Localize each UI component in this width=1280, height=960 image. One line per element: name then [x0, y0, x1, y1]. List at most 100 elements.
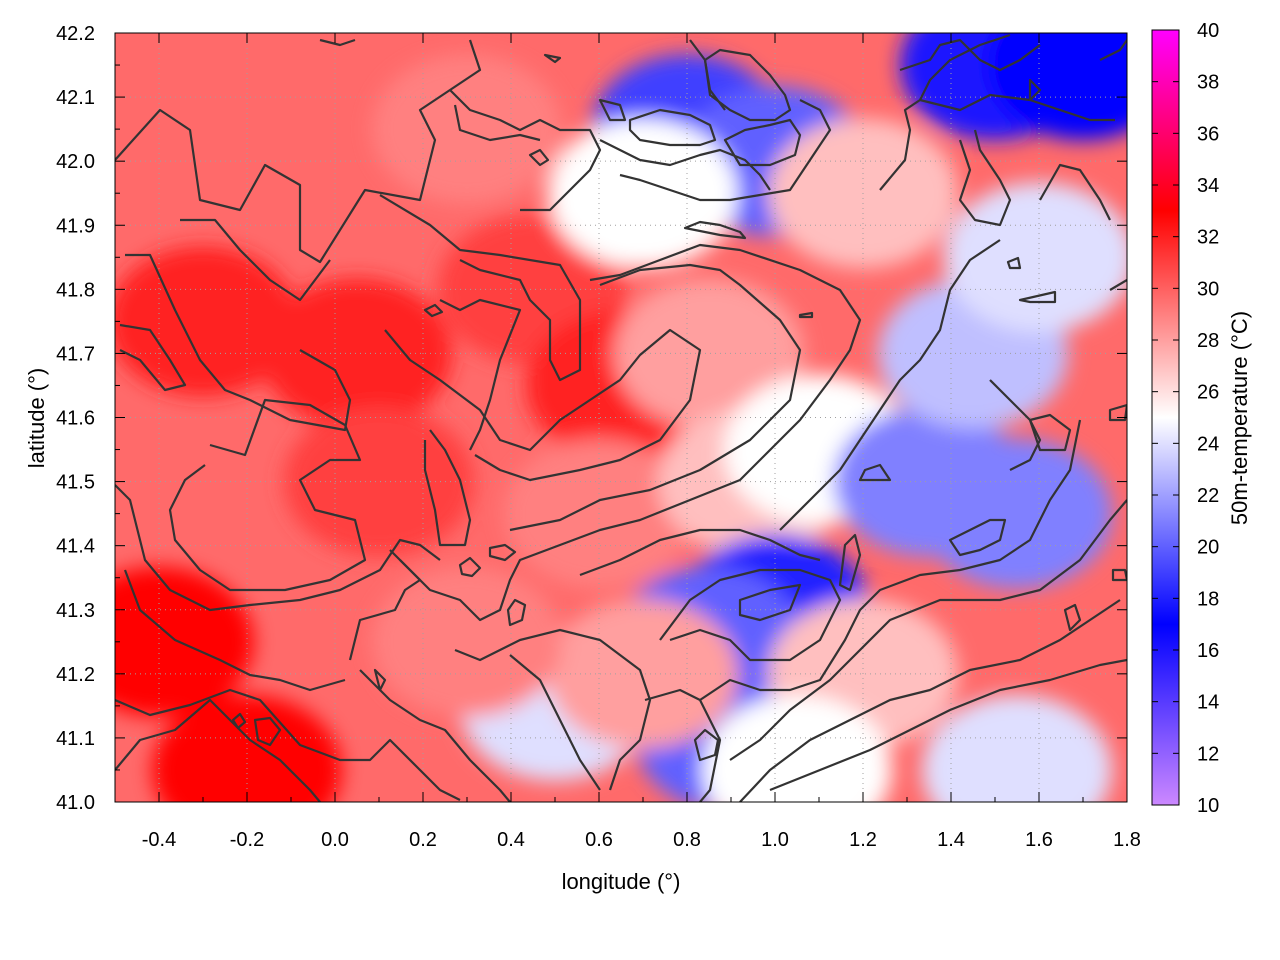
contour-line [779, 239, 1001, 531]
field-region [115, 566, 254, 717]
contour-line [699, 419, 1082, 701]
contour-line [543, 53, 562, 64]
colorbar-tick-label: 18 [1197, 588, 1219, 610]
y-tick-label: 41.7 [56, 343, 95, 365]
x-axis-label: longitude (°) [562, 869, 681, 894]
field-region [284, 406, 474, 557]
temperature-field [115, 33, 1127, 802]
contour-line [683, 220, 747, 240]
y-tick-label: 41.6 [56, 408, 95, 430]
x-tick-label: 1.2 [849, 829, 877, 851]
y-tick-label: 41.8 [56, 279, 95, 301]
contour-line [1018, 290, 1057, 304]
contour-line [1006, 256, 1022, 270]
contour-line [125, 253, 352, 432]
contour-line [1028, 413, 1072, 452]
y-tick-label: 41.0 [56, 792, 95, 814]
x-tick-label: 0.6 [585, 829, 613, 851]
contour-line [384, 328, 702, 482]
x-tick-label: -0.4 [142, 829, 176, 851]
contour-line [253, 716, 282, 747]
contour-line [1111, 568, 1127, 582]
contour-line [644, 688, 722, 802]
contour-line [115, 39, 482, 264]
contour-line [739, 599, 1121, 802]
plot-area [115, 33, 1127, 802]
colorbar-tick-label: 22 [1197, 485, 1219, 507]
field-region [922, 438, 1112, 589]
contour-line [439, 298, 522, 451]
contour-line [798, 311, 814, 319]
contour-line [858, 463, 892, 482]
contour-line [723, 118, 802, 167]
colorbar-tick-label: 34 [1197, 175, 1219, 197]
contour-line [379, 194, 582, 382]
contour-line [693, 728, 720, 762]
colorbar-gradient [1151, 29, 1180, 806]
contour-line [319, 38, 356, 47]
x-tick-label: 0.4 [497, 829, 525, 851]
y-tick-label: 42.1 [56, 87, 95, 109]
y-axis-label: latitude (°) [24, 368, 49, 469]
contour-line [423, 303, 444, 318]
contour-line [359, 669, 511, 802]
x-tick-label: 1.6 [1025, 829, 1053, 851]
field-region [115, 246, 298, 397]
field-region [548, 598, 738, 749]
field-region [152, 694, 342, 802]
contour-line [1039, 163, 1111, 221]
colorbar-tick-label: 10 [1197, 795, 1219, 817]
field-region [372, 566, 562, 717]
contour-line [168, 398, 367, 592]
contour-line [509, 654, 601, 791]
contour-line [454, 628, 652, 791]
x-tick-label: 1.8 [1113, 829, 1141, 851]
field-region [944, 182, 1127, 333]
field-region [702, 694, 892, 802]
contour-line [958, 129, 1012, 227]
contour-line [689, 39, 726, 111]
contour-line [373, 668, 387, 692]
contour-line [123, 569, 346, 692]
field-region [372, 54, 562, 205]
x-tick-label: 0.2 [409, 829, 437, 851]
y-tick-label: 41.1 [56, 728, 95, 750]
x-axis-ticks: -0.4 -0.2 0.0 0.2 0.4 0.6 0.8 1.0 1.2 1.4 1.6 1.8 [142, 33, 1141, 851]
colorbar-tick-label: 14 [1197, 692, 1219, 714]
y-axis-ticks: 41.0 41.1 41.2 41.3 41.4 41.5 41.6 41.7 41.8 41.9… [56, 23, 1127, 814]
contour-line [180, 218, 331, 302]
x-tick-label: 1.4 [937, 829, 965, 851]
colorbar-label: 50m-temperature (°C) [1227, 311, 1252, 525]
contour-line [628, 108, 717, 147]
colorbar-tick-label: 30 [1197, 278, 1219, 300]
x-tick-label: -0.2 [230, 829, 264, 851]
contour-line [838, 533, 862, 592]
grid-lines [115, 33, 1127, 802]
colorbar-tick-label: 28 [1197, 330, 1219, 352]
y-tick-label: 42.2 [56, 23, 95, 45]
contour-line [1109, 279, 1127, 291]
field-region [262, 278, 452, 429]
contour-line [703, 48, 792, 122]
contour-line [1063, 603, 1082, 632]
colorbar: 10 12 14 16 18 20 22 24 26 28 30 32 34 36 38 40 50m-tem… [1151, 20, 1252, 817]
field-region [922, 694, 1112, 802]
contour-line [488, 543, 517, 562]
contour-line [769, 658, 1127, 792]
contour-line [506, 598, 527, 627]
contour-line [579, 528, 821, 577]
contour-line [115, 698, 321, 802]
contour-line [1028, 78, 1042, 102]
colorbar-tick-label: 24 [1197, 433, 1219, 455]
contour-line [659, 568, 842, 662]
y-tick-label: 41.9 [56, 215, 95, 237]
x-tick-label: 0.0 [321, 829, 349, 851]
colorbar-tick-label: 32 [1197, 227, 1219, 249]
x-tick-label: 0.8 [673, 829, 701, 851]
y-tick-label: 41.4 [56, 536, 95, 558]
contour-line [449, 89, 602, 212]
contour-line [619, 99, 832, 202]
contour-line [458, 556, 482, 578]
contour-line [948, 518, 1007, 557]
